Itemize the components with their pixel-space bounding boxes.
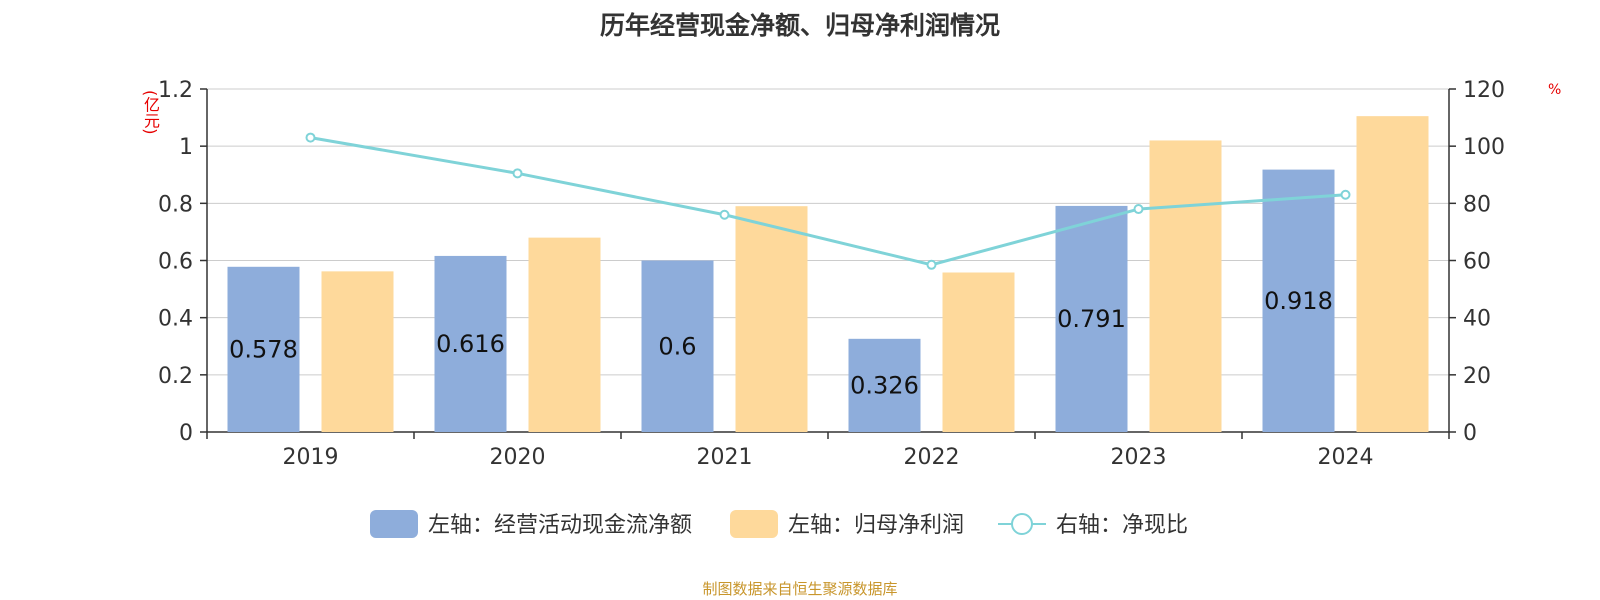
- net-profit-bar: [735, 206, 808, 432]
- net-profit-bar: [1149, 140, 1222, 432]
- right-axis-unit: %: [1548, 82, 1562, 98]
- net-profit-bar: [942, 272, 1015, 432]
- legend-label-cash-flow: 左轴：经营活动现金流净额: [428, 513, 692, 538]
- left-axis-tick-label: 0.2: [158, 364, 193, 389]
- net-cash-ratio-point: [1340, 189, 1351, 200]
- cash-flow-bar: [434, 255, 507, 432]
- cash-flow-bar: [1055, 205, 1128, 432]
- right-axis-tick-label: 80: [1463, 192, 1491, 217]
- x-axis-category-label: 2024: [1318, 445, 1374, 470]
- x-axis-category-label: 2019: [283, 445, 339, 470]
- left-axis-tick-label: 0.8: [158, 192, 193, 217]
- legend-swatch-cash-flow: [370, 510, 418, 538]
- right-axis-tick-label: 120: [1463, 78, 1505, 103]
- right-axis-tick-label: 60: [1463, 250, 1491, 275]
- legend-label-net-profit: 左轴：归母净利润: [788, 513, 964, 538]
- net-profit-bar: [321, 271, 394, 432]
- left-axis-tick-label: 0.6: [158, 250, 193, 275]
- data-source-note: 制图数据来自恒生聚源数据库: [702, 580, 898, 598]
- legend-swatch-net-profit: [730, 510, 778, 538]
- cash-flow-bar-label: 0.326: [850, 371, 919, 399]
- cash-flow-bar: [227, 266, 300, 432]
- cash-flow-bar: [641, 260, 714, 432]
- legend-label-net-cash-ratio: 右轴：净现比: [1056, 513, 1188, 538]
- chart-title: 历年经营现金净额、归母净利润情况: [599, 11, 1000, 40]
- net-cash-ratio-point: [1133, 204, 1144, 215]
- left-axis-unit: (亿元): [141, 90, 160, 135]
- left-axis-tick-label: 1.2: [158, 78, 193, 103]
- net-profit-bar: [528, 237, 601, 432]
- cash-flow-bar-label: 0.918: [1264, 287, 1333, 315]
- cash-flow-bar-label: 0.791: [1057, 305, 1126, 333]
- x-axis-category-label: 2023: [1111, 445, 1167, 470]
- x-axis-category-label: 2022: [904, 445, 960, 470]
- net-profit-bar: [1356, 116, 1429, 432]
- net-cash-ratio-line: [310, 136, 1346, 267]
- cash-flow-bar: [1262, 169, 1335, 433]
- left-axis-tick-label: 0: [179, 421, 193, 446]
- left-axis-tick-label: 1: [179, 135, 193, 160]
- x-axis-category-label: 2020: [490, 445, 546, 470]
- net-cash-ratio-point: [926, 259, 937, 270]
- right-axis-tick-label: 40: [1463, 307, 1491, 332]
- legend-marker-net-cash-ratio: [1011, 513, 1033, 535]
- cash-flow-bar-label: 0.578: [229, 335, 298, 363]
- cash-flow-bar-label: 0.6: [658, 332, 696, 360]
- left-axis-tick-label: 0.4: [158, 307, 193, 332]
- cash-flow-bar-label: 0.616: [436, 330, 505, 358]
- cash-flow-bar: [848, 338, 921, 432]
- right-axis-tick-label: 20: [1463, 364, 1491, 389]
- right-axis-tick-label: 0: [1463, 421, 1477, 446]
- x-axis-category-label: 2021: [697, 445, 753, 470]
- net-cash-ratio-point: [512, 168, 523, 179]
- right-axis-tick-label: 100: [1463, 135, 1505, 160]
- net-cash-ratio-point: [305, 132, 316, 143]
- net-cash-ratio-point: [719, 209, 730, 220]
